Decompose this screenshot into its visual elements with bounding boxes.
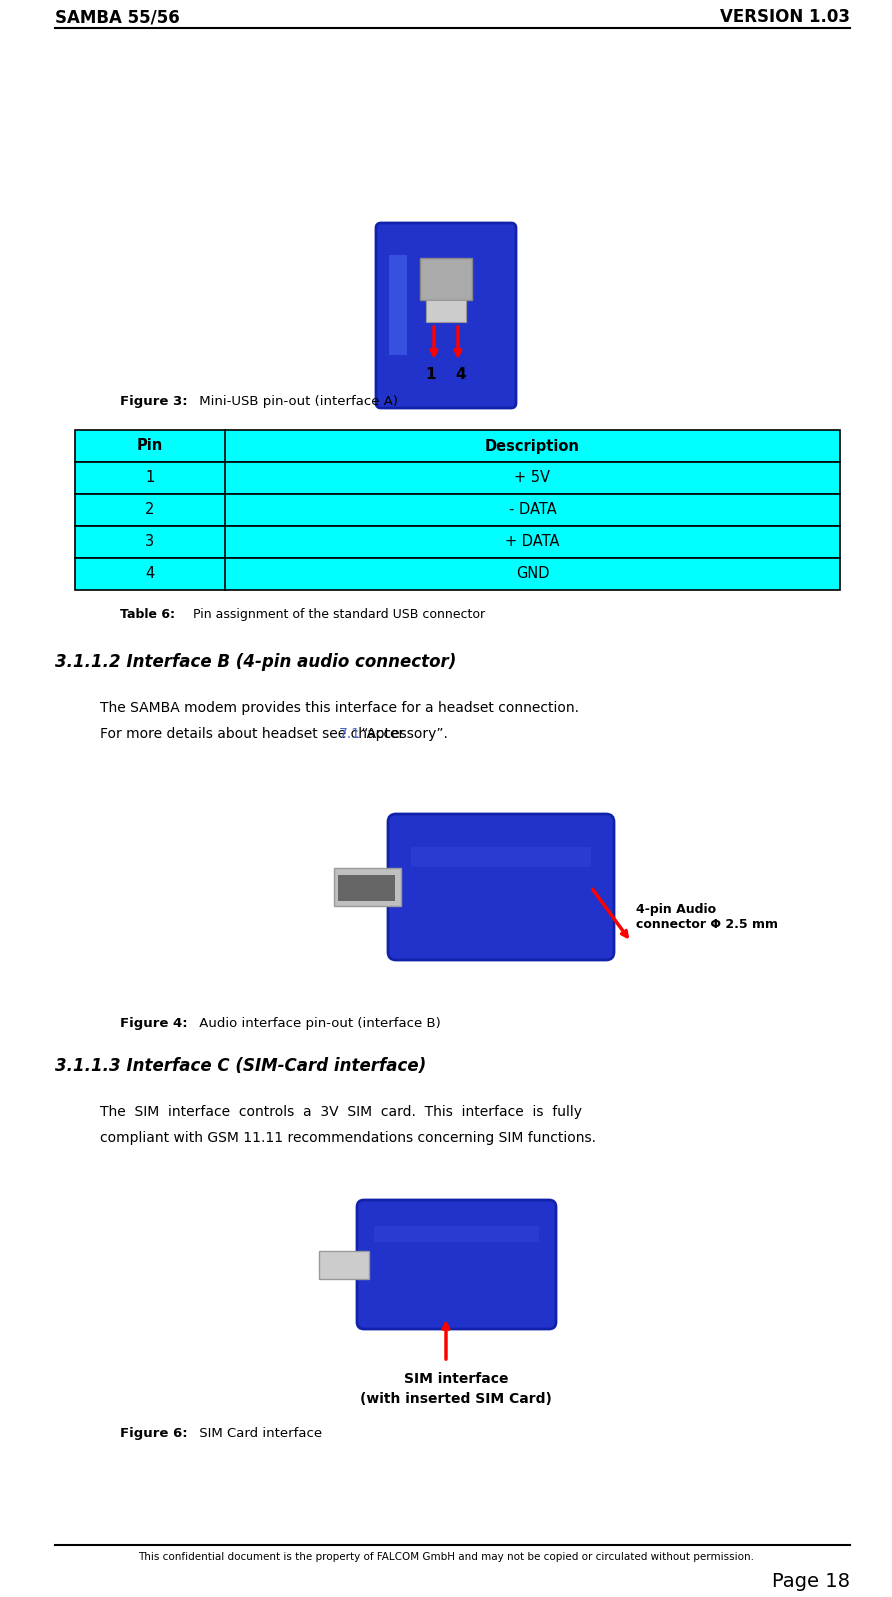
FancyBboxPatch shape	[388, 814, 614, 960]
Text: GND: GND	[516, 567, 549, 581]
Text: 2: 2	[145, 503, 154, 517]
FancyBboxPatch shape	[376, 224, 516, 407]
Bar	[389, 256, 407, 355]
Text: + DATA: + DATA	[505, 535, 560, 549]
Text: Description: Description	[485, 439, 580, 454]
Bar	[420, 259, 472, 300]
Text: 4: 4	[145, 567, 154, 581]
Text: “Accessory”.: “Accessory”.	[357, 727, 448, 741]
Text: Page 18: Page 18	[772, 1571, 850, 1591]
FancyBboxPatch shape	[357, 1199, 556, 1329]
Bar	[75, 525, 840, 557]
Bar	[75, 557, 840, 589]
Text: SIM Card interface: SIM Card interface	[195, 1428, 322, 1440]
Text: For more details about headset see chapter: For more details about headset see chapt…	[100, 727, 409, 741]
Text: 1: 1	[425, 367, 436, 382]
Text: The  SIM  interface  controls  a  3V  SIM  card.  This  interface  is  fully: The SIM interface controls a 3V SIM card…	[100, 1105, 582, 1119]
Bar	[75, 493, 840, 525]
Text: Figure 6:: Figure 6:	[120, 1428, 187, 1440]
Text: Figure 3:: Figure 3:	[120, 394, 187, 407]
Text: 4: 4	[456, 367, 467, 382]
Text: Pin assignment of the standard USB connector: Pin assignment of the standard USB conne…	[185, 608, 485, 621]
Text: 3: 3	[145, 535, 154, 549]
Bar	[75, 462, 840, 493]
Bar	[411, 846, 591, 867]
Text: 7.1: 7.1	[339, 727, 360, 741]
Text: Pin: Pin	[136, 439, 163, 454]
Bar	[75, 430, 840, 462]
Text: The SAMBA modem provides this interface for a headset connection.: The SAMBA modem provides this interface …	[100, 701, 579, 715]
Text: 4-pin Audio
connector Φ 2.5 mm: 4-pin Audio connector Φ 2.5 mm	[636, 902, 778, 931]
Text: SIM interface: SIM interface	[404, 1372, 508, 1386]
Text: VERSION 1.03: VERSION 1.03	[720, 8, 850, 26]
Bar	[374, 1226, 539, 1242]
Text: compliant with GSM 11.11 recommendations concerning SIM functions.: compliant with GSM 11.11 recommendations…	[100, 1131, 596, 1145]
Text: Interface C (SIM-Card interface): Interface C (SIM-Card interface)	[115, 1057, 426, 1075]
Text: This confidential document is the property of FALCOM GmbH and may not be copied : This confidential document is the proper…	[138, 1552, 754, 1562]
Bar	[426, 300, 466, 323]
Text: Interface B (4-pin audio connector): Interface B (4-pin audio connector)	[115, 653, 457, 671]
Text: Audio interface pin-out (interface B): Audio interface pin-out (interface B)	[195, 1017, 441, 1030]
Text: Figure 4:: Figure 4:	[120, 1017, 187, 1030]
Text: (with inserted SIM Card): (with inserted SIM Card)	[360, 1393, 552, 1405]
Text: 1: 1	[145, 471, 154, 485]
Text: SAMBA 55/56: SAMBA 55/56	[55, 8, 180, 26]
Text: 3.1.1.2: 3.1.1.2	[55, 653, 120, 671]
Bar	[334, 869, 401, 905]
Text: - DATA: - DATA	[508, 503, 557, 517]
Bar	[319, 1250, 369, 1279]
Text: 3.1.1.3: 3.1.1.3	[55, 1057, 120, 1075]
Bar	[338, 875, 395, 901]
Text: Table 6:: Table 6:	[120, 608, 175, 621]
Text: Mini-USB pin-out (interface A): Mini-USB pin-out (interface A)	[195, 394, 398, 407]
Text: + 5V: + 5V	[515, 471, 550, 485]
